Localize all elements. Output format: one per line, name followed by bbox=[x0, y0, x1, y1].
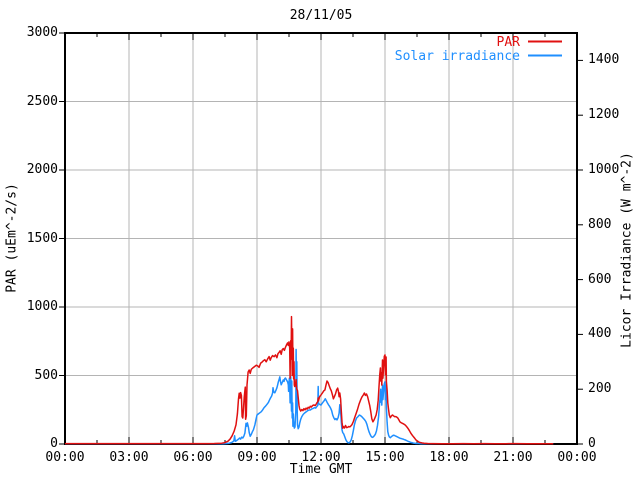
x-tick-label: 21:00 bbox=[493, 450, 533, 465]
x-tick-label: 12:00 bbox=[301, 450, 341, 465]
legend-par-label: PAR bbox=[496, 35, 520, 50]
y-right-tick-label: 600 bbox=[588, 271, 612, 287]
y-left-tick-label: 2000 bbox=[26, 162, 58, 177]
y-left-tick-label: 2500 bbox=[26, 93, 58, 109]
y-right-tick-label: 0 bbox=[588, 436, 596, 451]
x-tick-label: 00:00 bbox=[557, 450, 597, 465]
x-tick-label: 06:00 bbox=[173, 450, 213, 465]
y-left-tick-label: 1000 bbox=[26, 299, 58, 314]
y-left-tick-label: 3000 bbox=[26, 25, 58, 40]
chart-title: 28/11/05 bbox=[289, 8, 353, 23]
y-left-tick-label: 0 bbox=[50, 436, 58, 451]
legend-solar-label: Solar irradiance bbox=[394, 49, 520, 64]
y-right-tick-label: 1400 bbox=[588, 52, 620, 68]
par-series-line bbox=[65, 315, 554, 445]
x-tick-label: 18:00 bbox=[429, 450, 469, 465]
y-right-axis-title: Licor Irradiance (W m^-2) bbox=[619, 152, 635, 348]
x-tick-label: 00:00 bbox=[45, 450, 85, 465]
x-tick-label: 03:00 bbox=[109, 450, 149, 465]
y-right-tick-label: 1200 bbox=[588, 107, 620, 123]
y-left-tick-label: 1500 bbox=[26, 230, 58, 246]
y-right-tick-label: 200 bbox=[588, 381, 612, 397]
y-right-tick-label: 400 bbox=[588, 326, 612, 342]
x-tick-label: 09:00 bbox=[237, 450, 277, 465]
solar-series-line bbox=[65, 348, 554, 445]
x-tick-label: 15:00 bbox=[365, 450, 405, 465]
y-right-tick-label: 800 bbox=[588, 216, 612, 232]
y-right-tick-label: 1000 bbox=[588, 162, 620, 177]
y-left-tick-label: 500 bbox=[34, 367, 58, 383]
x-axis-title: Time GMT bbox=[289, 462, 353, 477]
